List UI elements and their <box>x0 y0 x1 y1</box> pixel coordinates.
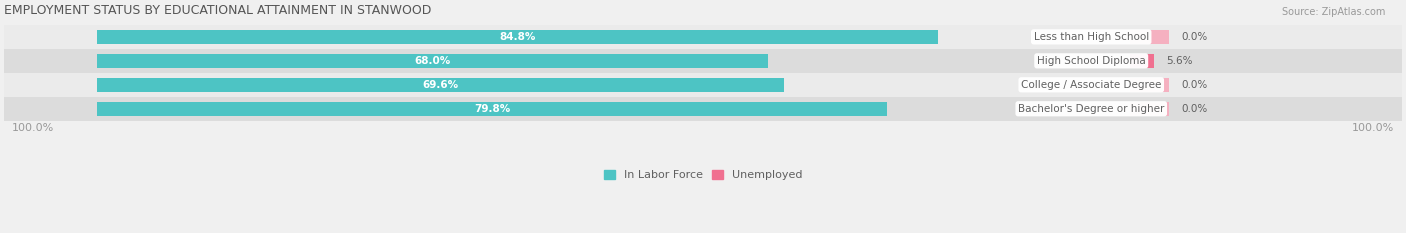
Text: 0.0%: 0.0% <box>1181 32 1208 42</box>
Text: 69.6%: 69.6% <box>423 80 458 90</box>
Text: 0.0%: 0.0% <box>1181 80 1208 90</box>
Bar <box>1130 54 1153 68</box>
Bar <box>4 97 1402 121</box>
Text: 5.6%: 5.6% <box>1166 56 1192 66</box>
Text: 68.0%: 68.0% <box>415 56 451 66</box>
Text: Less than High School: Less than High School <box>1033 32 1149 42</box>
Text: 0.0%: 0.0% <box>1181 104 1208 114</box>
Bar <box>1130 30 1168 44</box>
Bar <box>1130 102 1168 116</box>
Text: College / Associate Degree: College / Associate Degree <box>1021 80 1161 90</box>
Bar <box>4 73 1402 97</box>
Bar <box>97 30 938 44</box>
Bar <box>97 78 785 92</box>
Text: EMPLOYMENT STATUS BY EDUCATIONAL ATTAINMENT IN STANWOOD: EMPLOYMENT STATUS BY EDUCATIONAL ATTAINM… <box>4 4 432 17</box>
Text: 79.8%: 79.8% <box>474 104 510 114</box>
Bar <box>4 49 1402 73</box>
Legend: In Labor Force, Unemployed: In Labor Force, Unemployed <box>603 170 803 180</box>
Bar <box>97 102 887 116</box>
Bar <box>97 54 768 68</box>
Text: High School Diploma: High School Diploma <box>1036 56 1146 66</box>
Text: Bachelor's Degree or higher: Bachelor's Degree or higher <box>1018 104 1164 114</box>
Bar <box>1130 78 1168 92</box>
Text: 100.0%: 100.0% <box>11 123 55 133</box>
Text: 84.8%: 84.8% <box>499 32 536 42</box>
Text: 100.0%: 100.0% <box>1351 123 1395 133</box>
Text: Source: ZipAtlas.com: Source: ZipAtlas.com <box>1281 7 1385 17</box>
Bar <box>4 25 1402 49</box>
